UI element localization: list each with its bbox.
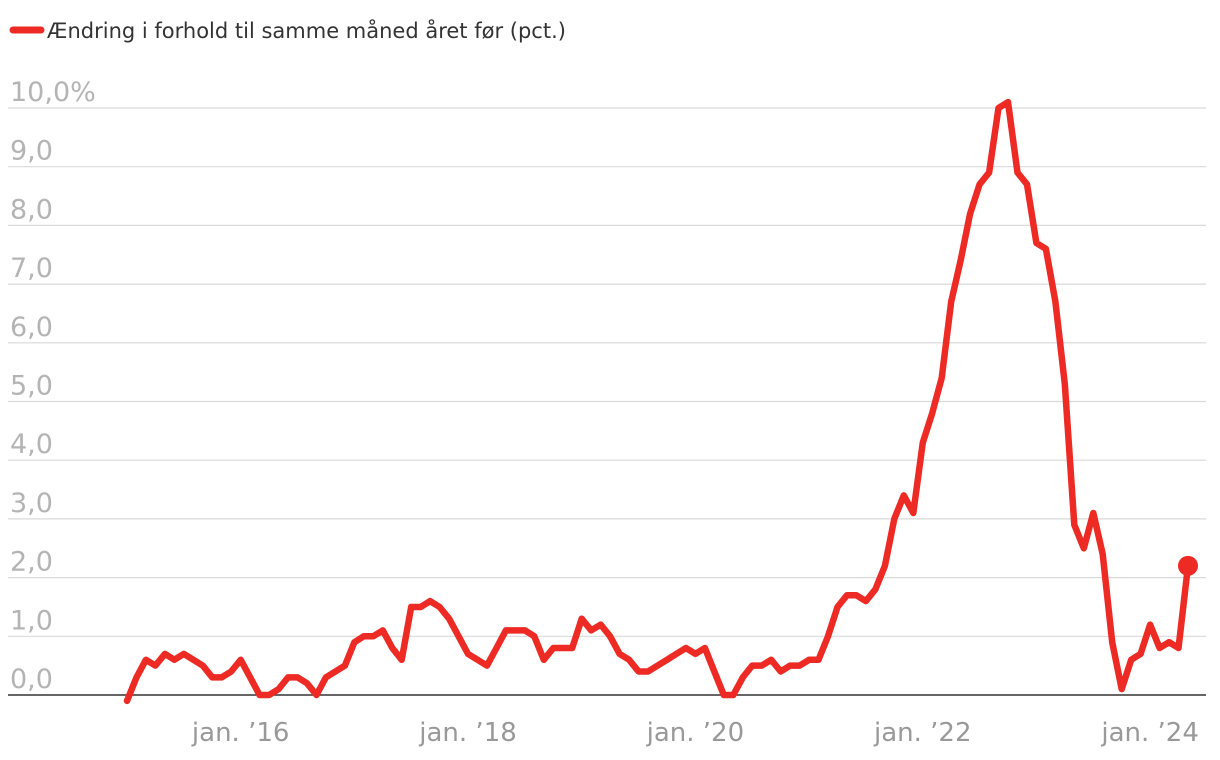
x-tick-label: jan. ’18 — [418, 718, 517, 748]
x-tick-label: jan. ’20 — [646, 718, 745, 748]
series-layer — [123, 98, 1198, 705]
y-tick-label: 9,0 — [10, 136, 53, 167]
x-axis-tick-labels: jan. ’16 jan. ’18 jan. ’20 jan. ’22 jan. ’24 — [191, 718, 1199, 748]
gridlines — [8, 107, 1206, 637]
legend-label: Ændring i forhold til samme måned året f… — [47, 18, 566, 43]
y-tick-label: 3,0 — [10, 488, 53, 519]
y-tick-label: 5,0 — [10, 371, 53, 402]
y-tick-label: 8,0 — [10, 194, 53, 225]
y-tick-label: 0,0 — [10, 664, 53, 695]
last-value-marker — [1178, 555, 1198, 576]
y-tick-label: 2,0 — [10, 547, 53, 578]
y-tick-label: 7,0 — [10, 253, 53, 284]
y-tick-label: 1,0 — [10, 605, 53, 636]
legend: Ændring i forhold til samme måned året f… — [9, 18, 566, 43]
y-axis-tick-labels: 10,0% 9,0 8,0 7,0 6,0 5,0 4,0 3,0 2,0 1,0 0,0 — [10, 77, 96, 695]
x-tick-label: jan. ’22 — [873, 718, 972, 748]
x-tick-label: jan. ’16 — [191, 718, 290, 748]
y-tick-label: 6,0 — [10, 312, 53, 343]
x-tick-label: jan. ’24 — [1100, 718, 1199, 748]
y-tick-label: 10,0% — [10, 77, 96, 108]
y-tick-label: 4,0 — [10, 429, 53, 460]
series-line — [123, 98, 1192, 705]
